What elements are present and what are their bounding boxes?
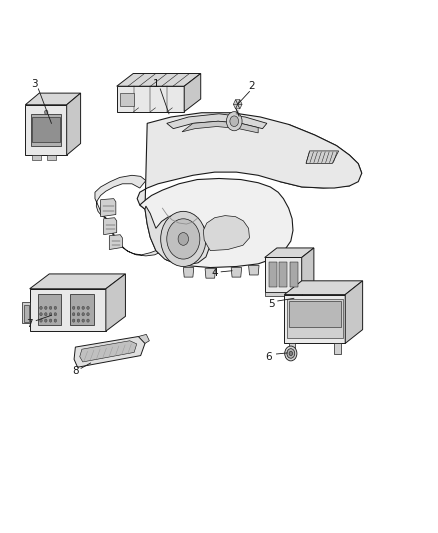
Circle shape: [289, 351, 293, 356]
Polygon shape: [182, 121, 258, 133]
Polygon shape: [110, 235, 122, 249]
Polygon shape: [138, 334, 149, 343]
Polygon shape: [203, 216, 250, 251]
Polygon shape: [184, 74, 201, 112]
Polygon shape: [101, 199, 116, 216]
Polygon shape: [74, 336, 145, 367]
Circle shape: [40, 313, 42, 316]
Polygon shape: [145, 206, 209, 265]
Circle shape: [45, 110, 48, 114]
Polygon shape: [25, 105, 67, 155]
Polygon shape: [306, 151, 339, 164]
Circle shape: [287, 349, 295, 358]
Polygon shape: [184, 268, 194, 277]
Polygon shape: [284, 295, 345, 343]
Polygon shape: [290, 262, 298, 287]
Polygon shape: [80, 341, 137, 362]
Circle shape: [82, 319, 85, 322]
Polygon shape: [279, 262, 287, 287]
Polygon shape: [233, 100, 238, 104]
Polygon shape: [106, 274, 125, 331]
Circle shape: [49, 313, 52, 316]
Polygon shape: [24, 305, 29, 321]
Circle shape: [45, 306, 47, 310]
Polygon shape: [67, 93, 81, 155]
Circle shape: [72, 319, 75, 322]
Circle shape: [161, 212, 206, 266]
Polygon shape: [205, 269, 215, 278]
Circle shape: [82, 306, 85, 310]
Polygon shape: [117, 86, 184, 112]
Polygon shape: [280, 124, 362, 188]
Polygon shape: [265, 248, 314, 257]
Polygon shape: [238, 100, 242, 104]
Polygon shape: [287, 299, 343, 338]
Circle shape: [87, 319, 89, 322]
Polygon shape: [289, 343, 295, 354]
Polygon shape: [238, 104, 242, 109]
Polygon shape: [30, 274, 125, 289]
Polygon shape: [284, 281, 363, 295]
Circle shape: [82, 313, 85, 316]
Circle shape: [226, 112, 242, 131]
Circle shape: [87, 306, 89, 310]
Text: 4: 4: [212, 268, 218, 278]
Circle shape: [230, 116, 239, 126]
Polygon shape: [95, 175, 162, 256]
Polygon shape: [47, 155, 56, 160]
Circle shape: [87, 313, 89, 316]
Circle shape: [45, 313, 47, 316]
Polygon shape: [30, 289, 106, 331]
Polygon shape: [70, 294, 94, 325]
Text: 8: 8: [72, 366, 79, 376]
Text: 7: 7: [26, 319, 33, 329]
Polygon shape: [302, 248, 314, 292]
Circle shape: [285, 346, 297, 361]
Text: 5: 5: [268, 298, 275, 309]
Polygon shape: [269, 262, 277, 287]
Polygon shape: [345, 281, 363, 343]
Polygon shape: [265, 292, 302, 296]
Polygon shape: [120, 93, 134, 107]
Polygon shape: [137, 113, 362, 209]
Circle shape: [40, 306, 42, 310]
Polygon shape: [334, 343, 341, 354]
Circle shape: [54, 306, 57, 310]
Polygon shape: [265, 257, 302, 292]
Polygon shape: [233, 104, 238, 109]
Polygon shape: [236, 104, 240, 109]
Polygon shape: [25, 93, 81, 105]
Polygon shape: [104, 217, 117, 235]
Polygon shape: [31, 114, 61, 146]
Polygon shape: [236, 100, 240, 104]
Circle shape: [77, 319, 80, 322]
Circle shape: [167, 219, 200, 259]
Circle shape: [77, 306, 80, 310]
Circle shape: [54, 313, 57, 316]
Circle shape: [49, 306, 52, 310]
Polygon shape: [117, 74, 201, 86]
Text: 1: 1: [152, 78, 159, 88]
Circle shape: [77, 313, 80, 316]
Polygon shape: [231, 268, 242, 277]
Text: 6: 6: [266, 352, 272, 361]
Circle shape: [45, 319, 47, 322]
Circle shape: [178, 232, 188, 245]
Polygon shape: [275, 123, 284, 179]
Polygon shape: [38, 294, 61, 325]
Polygon shape: [32, 155, 41, 160]
Polygon shape: [167, 114, 267, 128]
Text: 2: 2: [248, 81, 255, 91]
Polygon shape: [249, 265, 259, 275]
Circle shape: [72, 306, 75, 310]
Circle shape: [40, 319, 42, 322]
Text: 3: 3: [31, 78, 37, 88]
Polygon shape: [22, 302, 30, 323]
Polygon shape: [32, 117, 60, 142]
Polygon shape: [140, 179, 293, 268]
Circle shape: [54, 319, 57, 322]
Polygon shape: [289, 301, 341, 327]
Circle shape: [49, 319, 52, 322]
Circle shape: [72, 313, 75, 316]
